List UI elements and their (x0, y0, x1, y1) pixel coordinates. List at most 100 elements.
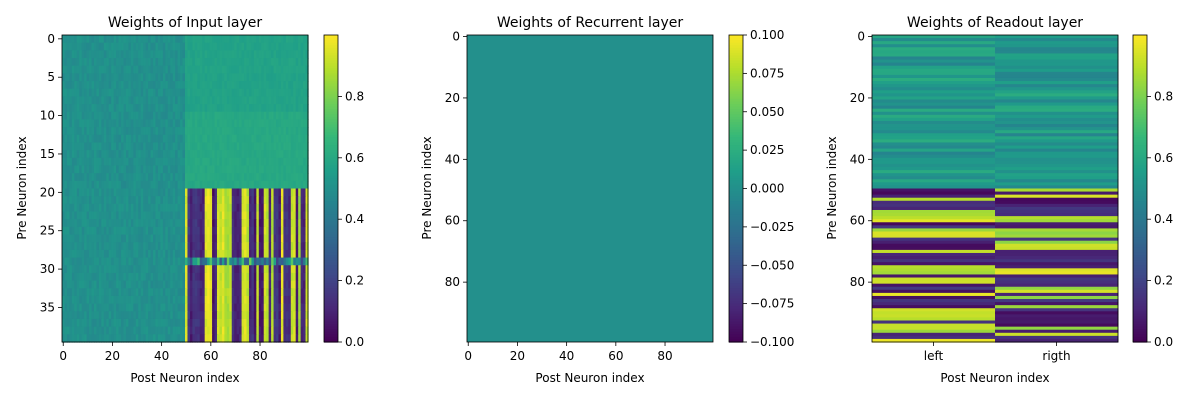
heatmap-cell (185, 42, 189, 51)
heatmap-cell (138, 73, 142, 82)
heatmap-cell (995, 120, 1119, 125)
heatmap-cell (81, 42, 85, 51)
heatmap-cell (76, 157, 80, 167)
heatmap-cell (248, 58, 253, 67)
heatmap-cell (248, 96, 253, 105)
colorbar-segment (1133, 244, 1147, 248)
heatmap-cell (103, 35, 107, 44)
heatmap-cell (182, 257, 186, 266)
heatmap-cell (285, 150, 289, 159)
colorbar-segment (729, 306, 743, 310)
heatmap-cell (216, 272, 221, 282)
heatmap-cell (197, 50, 201, 59)
heatmap-cell (995, 176, 1119, 180)
colorbar-segment (1133, 35, 1147, 39)
heatmap-cell (239, 165, 243, 174)
heatmap-cell (212, 188, 216, 197)
heatmap-cell (872, 262, 996, 266)
heatmap-cell (113, 157, 117, 167)
heatmap-cell (180, 142, 184, 151)
heatmap-cell (204, 288, 208, 297)
heatmap-cell (106, 127, 110, 136)
heatmap-cell (62, 303, 66, 312)
heatmap-cell (116, 303, 120, 312)
heatmap-cell (128, 219, 132, 228)
heatmap-cell (268, 303, 272, 312)
heatmap-cell (89, 42, 93, 51)
x-tick-label: rigth (1042, 349, 1070, 363)
heatmap-cell (234, 257, 238, 266)
heatmap-cell (96, 265, 100, 274)
heatmap-cell (187, 234, 191, 243)
heatmap-cell (133, 73, 137, 82)
heatmap-cell (268, 96, 272, 105)
heatmap-cell (219, 211, 223, 220)
heatmap-cell (276, 165, 280, 174)
heatmap-cell (298, 81, 302, 90)
colorbar-segment (729, 224, 743, 228)
heatmap-cell (202, 234, 206, 243)
heatmap-cell (214, 35, 218, 44)
heatmap-cell (108, 173, 112, 182)
heatmap-cell (258, 88, 262, 97)
heatmap-cell (266, 165, 270, 174)
colorbar-segment (324, 306, 338, 310)
heatmap-cell (305, 157, 309, 167)
heatmap-cell (123, 119, 127, 128)
colorbar-segment (729, 201, 743, 205)
heatmap-cell (192, 318, 196, 328)
heatmap-cell (74, 81, 78, 90)
colorbar-segment (729, 331, 743, 335)
heatmap-cell (96, 249, 100, 259)
heatmap-cell (98, 58, 102, 67)
heatmap-cell (189, 173, 193, 182)
heatmap-cell (261, 157, 265, 167)
colorbar-segment (1133, 272, 1147, 277)
heatmap-cell (103, 326, 107, 335)
heatmap-cell (298, 134, 302, 144)
chart-title: Weights of Recurrent layer (497, 15, 683, 31)
heatmap-cell (106, 96, 110, 105)
heatmap-cell (219, 150, 223, 159)
heatmap-cell (86, 65, 90, 74)
heatmap-cell (91, 50, 95, 59)
heatmap-cell (263, 104, 267, 113)
colorbar-segment (324, 290, 338, 294)
heatmap-cell (283, 211, 287, 220)
heatmap-cell (263, 157, 267, 167)
heatmap-cell (280, 35, 284, 44)
heatmap-cell (303, 173, 307, 182)
heatmap-cell (295, 50, 299, 59)
heatmap-cell (187, 295, 191, 305)
colorbar-segment (324, 224, 338, 228)
heatmap-cell (293, 219, 297, 228)
heatmap-cell (231, 288, 235, 297)
heatmap-cell (295, 165, 299, 174)
heatmap-cell (219, 58, 223, 67)
heatmap-cell (140, 157, 144, 167)
heatmap-cell (167, 188, 171, 197)
heatmap-cell (194, 211, 198, 220)
heatmap-cell (263, 119, 267, 128)
heatmap-cell (130, 104, 134, 113)
heatmap-cell (995, 213, 1119, 217)
heatmap-cell (76, 295, 80, 305)
heatmap-input (62, 35, 309, 343)
heatmap-cell (239, 104, 243, 113)
heatmap-cell (226, 303, 230, 312)
heatmap-cell (303, 180, 307, 190)
heatmap-cell (170, 134, 174, 144)
heatmap-cell (140, 265, 144, 274)
heatmap-cell (111, 173, 115, 182)
heatmap-cell (76, 104, 80, 113)
heatmap-cell (153, 196, 157, 205)
heatmap-cell (96, 288, 100, 297)
heatmap-cell (229, 142, 233, 151)
heatmap-cell (113, 318, 117, 328)
heatmap-cell (135, 173, 139, 182)
heatmap-cell (268, 234, 272, 243)
heatmap-cell (160, 142, 164, 151)
heatmap-cell (248, 81, 253, 90)
heatmap-cell (167, 334, 171, 343)
heatmap-cell (185, 226, 189, 236)
